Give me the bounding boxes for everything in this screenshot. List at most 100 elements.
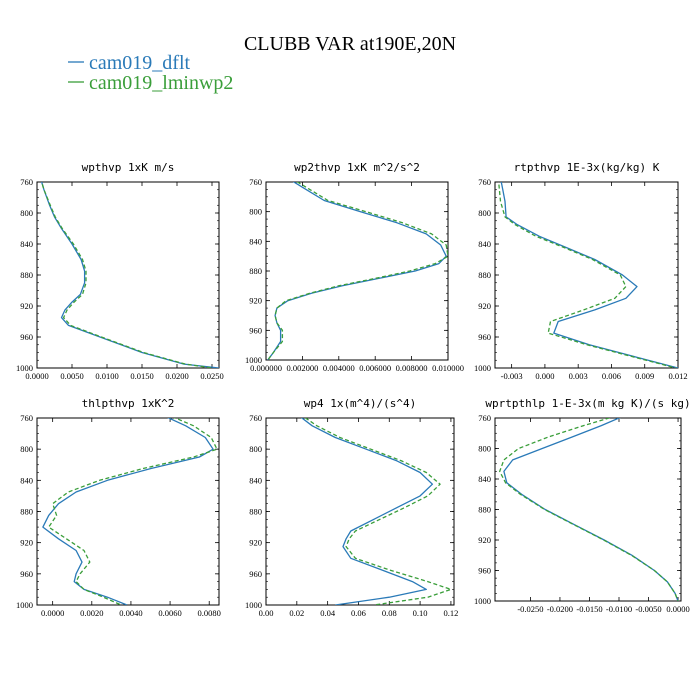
x-tick-label: 0.0150 xyxy=(130,371,153,381)
series-line-lminwp2 xyxy=(40,182,213,368)
panel-title: rtpthvp 1E-3x(kg/kg) K xyxy=(514,161,660,174)
panel-title: wp4 1x(m^4)/(s^4) xyxy=(304,397,417,410)
panel-1: wp2thvp 1xK m^2/s^2 760 800 840 880 920 960 100… xyxy=(245,161,464,373)
y-tick-label: 880 xyxy=(249,266,262,276)
plot-frame xyxy=(494,417,682,602)
panels: wpthvp 1xK m/s76080084088092096010000.00… xyxy=(16,161,691,618)
y-tick-label: 880 xyxy=(478,270,491,280)
y-tick-label: 800 xyxy=(20,444,33,454)
y-tick-label: 960 xyxy=(20,332,33,342)
x-tick-label: 0.010000 xyxy=(432,363,464,373)
y-tick-label: 1000 xyxy=(16,600,33,610)
x-tick-label: 0.008000 xyxy=(396,363,428,373)
x-tick-label: 0.0200 xyxy=(165,371,188,381)
x-tick-label: 0.10 xyxy=(413,608,428,618)
x-tick-label: 0.0050 xyxy=(60,371,83,381)
panel-title: wprtpthlp 1-E-3x(m kg K)/(s kg) xyxy=(485,397,690,410)
y-tick-label: 880 xyxy=(20,507,33,517)
x-tick-label: 0.004000 xyxy=(323,363,355,373)
y-tick-label: 800 xyxy=(249,207,262,217)
series-line-dflt xyxy=(500,182,678,368)
x-tick-label: 0.0100 xyxy=(95,371,118,381)
panel-title: wpthvp 1xK m/s xyxy=(82,161,175,174)
series-line-dflt xyxy=(267,182,447,360)
y-tick-label: 760 xyxy=(478,413,491,423)
series-line-lminwp2 xyxy=(304,418,452,605)
y-tick-label: 880 xyxy=(478,505,491,515)
y-tick-label: 920 xyxy=(20,538,33,548)
y-tick-label: 1000 xyxy=(474,363,491,373)
y-tick-label: 800 xyxy=(20,208,33,218)
x-tick-label: -0.0050 xyxy=(635,604,661,614)
y-tick-label: 760 xyxy=(20,177,33,187)
series-line-dflt xyxy=(503,418,679,601)
x-tick-label: 0.02 xyxy=(289,608,304,618)
y-tick-label: 920 xyxy=(249,296,262,306)
panel-0: wpthvp 1xK m/s76080084088092096010000.00… xyxy=(16,161,224,381)
y-tick-label: 800 xyxy=(478,444,491,454)
plot-frame xyxy=(494,181,679,369)
series-line-lminwp2 xyxy=(48,418,218,605)
panel-5: wprtpthlp 1-E-3x(m kg K)/(s kg) 760 800 840… xyxy=(474,397,691,614)
y-tick-label: 760 xyxy=(20,413,33,423)
y-tick-label: 880 xyxy=(20,270,33,280)
y-tick-label: 840 xyxy=(478,474,491,484)
y-tick-label: 840 xyxy=(249,236,262,246)
plot-frame xyxy=(265,417,455,606)
x-tick-label: -0.0100 xyxy=(606,604,632,614)
y-tick-label: 760 xyxy=(478,177,491,187)
x-tick-label: 0.04 xyxy=(320,608,336,618)
x-tick-label: 0.00 xyxy=(259,608,274,618)
panel-4: wp4 1x(m^4)/(s^4)76080084088092096010000… xyxy=(245,397,458,618)
series-line-lminwp2 xyxy=(498,182,676,368)
x-tick-label: 0.000000 xyxy=(250,363,282,373)
panel-title: thlpthvp 1xK^2 xyxy=(82,397,175,410)
x-tick-label: 0.002000 xyxy=(286,363,318,373)
x-tick-label: 0.0000 xyxy=(666,604,689,614)
x-tick-label: 0.012 xyxy=(668,371,687,381)
y-tick-label: 880 xyxy=(249,507,262,517)
y-tick-label: 920 xyxy=(249,538,262,548)
x-tick-label: 0.12 xyxy=(443,608,458,618)
x-tick-label: 0.06 xyxy=(351,608,366,618)
y-tick-label: 760 xyxy=(249,177,262,187)
y-tick-label: 1000 xyxy=(16,363,33,373)
panel-title: wp2thvp 1xK m^2/s^2 xyxy=(294,161,420,174)
x-tick-label: 0.009 xyxy=(635,371,654,381)
y-tick-label: 840 xyxy=(249,475,262,485)
plot-frame xyxy=(36,417,220,606)
y-tick-label: 840 xyxy=(20,239,33,249)
x-tick-label: 0.0250 xyxy=(200,371,223,381)
panel-3: thlpthvp 1xK^2 760 800 840 880 920 960 1000 0.00… xyxy=(16,397,221,618)
y-tick-label: 920 xyxy=(478,301,491,311)
x-tick-label: 0.0040 xyxy=(119,608,142,618)
x-tick-label: 0.0080 xyxy=(198,608,221,618)
y-tick-label: 960 xyxy=(478,332,491,342)
y-tick-label: 960 xyxy=(478,566,491,576)
x-tick-label: 0.0000 xyxy=(25,371,48,381)
x-tick-label: -0.0250 xyxy=(517,604,543,614)
y-tick-label: 1000 xyxy=(245,600,262,610)
y-tick-label: 960 xyxy=(20,569,33,579)
y-tick-label: 960 xyxy=(249,325,262,335)
y-tick-label: 960 xyxy=(249,569,262,579)
x-tick-label: 0.0000 xyxy=(41,608,64,618)
x-tick-label: 0.006000 xyxy=(359,363,391,373)
x-tick-label: 0.000 xyxy=(535,371,554,381)
plot-frame xyxy=(36,181,220,369)
series-line-lminwp2 xyxy=(499,418,679,601)
panel-2: rtpthvp 1E-3x(kg/kg) K 760 800 840 880 920 960… xyxy=(474,161,688,381)
y-tick-label: 840 xyxy=(478,239,491,249)
y-tick-label: 1000 xyxy=(245,355,262,365)
x-tick-label: -0.0200 xyxy=(547,604,573,614)
series-line-dflt xyxy=(42,418,214,605)
legend-label-dflt: cam019_dflt xyxy=(89,52,191,74)
x-tick-label: -0.0150 xyxy=(576,604,602,614)
figure-title: CLUBB VAR at190E,20N xyxy=(244,33,456,55)
y-tick-label: 1000 xyxy=(474,596,491,606)
x-tick-label: 0.0020 xyxy=(80,608,103,618)
y-tick-label: 800 xyxy=(249,444,262,454)
x-tick-label: 0.0060 xyxy=(158,608,181,618)
legend: cam019_dflt cam019_lminwp2 xyxy=(68,52,233,94)
y-tick-label: 760 xyxy=(249,413,262,423)
